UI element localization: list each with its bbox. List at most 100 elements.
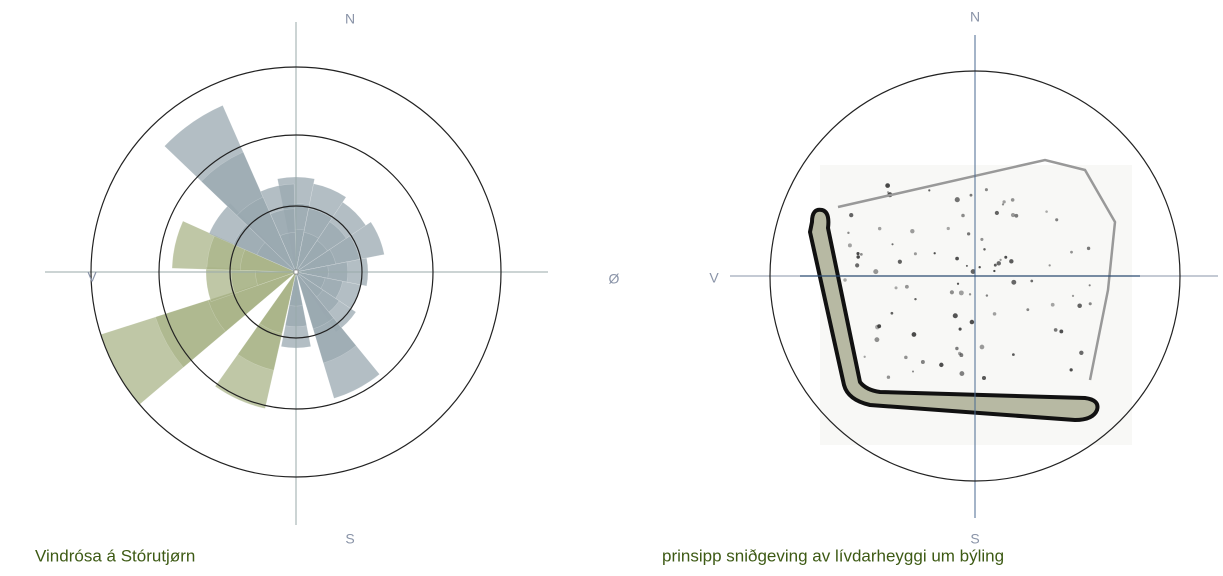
dot	[897, 259, 902, 264]
dot	[979, 344, 985, 350]
dot	[952, 313, 958, 319]
dot	[890, 311, 894, 315]
dot	[1026, 308, 1030, 312]
dot	[911, 332, 917, 337]
label-west: V	[709, 270, 719, 286]
dot	[1088, 302, 1092, 306]
dot	[904, 284, 909, 289]
dot	[859, 252, 863, 256]
dot	[965, 264, 968, 267]
dot	[996, 261, 1001, 266]
rose-frame	[45, 22, 548, 525]
dot	[1055, 218, 1059, 222]
dot	[955, 346, 959, 351]
dot	[1010, 212, 1016, 218]
dot	[920, 360, 925, 364]
dot	[1059, 329, 1064, 334]
dot	[885, 183, 890, 188]
dot	[863, 355, 866, 358]
dot	[1010, 198, 1015, 202]
dot	[992, 312, 997, 316]
dot	[847, 243, 852, 248]
rose-wedge	[236, 196, 297, 273]
dot	[958, 327, 962, 331]
dot	[1079, 350, 1084, 355]
dot	[856, 255, 860, 259]
dot	[993, 263, 997, 267]
rose-wedge	[295, 271, 326, 289]
dot	[969, 319, 975, 325]
section-sketch	[730, 35, 1218, 518]
dot	[1002, 200, 1006, 204]
dot	[913, 252, 917, 256]
label-south: S	[345, 531, 354, 547]
dot	[970, 269, 976, 274]
dot	[949, 290, 954, 295]
dot	[955, 256, 959, 261]
dot	[981, 376, 987, 381]
dot	[886, 191, 890, 194]
dot	[984, 188, 988, 192]
building-outline	[837, 158, 1117, 381]
dot	[999, 258, 1002, 262]
dot	[939, 362, 944, 368]
dot	[1053, 328, 1058, 332]
dot	[912, 370, 915, 373]
rose-wedge	[295, 240, 328, 273]
dot	[958, 290, 964, 296]
rose-wedge	[259, 271, 297, 334]
ring	[769, 70, 1181, 482]
dot	[856, 252, 860, 256]
dot	[946, 226, 950, 231]
dot	[873, 269, 879, 275]
dot	[969, 193, 973, 197]
dot	[978, 266, 981, 269]
dot	[1030, 279, 1034, 283]
dot	[956, 282, 960, 285]
dot	[1014, 213, 1019, 218]
caption: Vindrósa á Stórutjørn	[35, 546, 195, 565]
dot	[1071, 294, 1075, 297]
ring-middle	[158, 134, 434, 410]
center	[293, 269, 299, 275]
dot	[966, 232, 971, 236]
dot	[874, 337, 880, 343]
dot	[980, 237, 984, 241]
dot	[1070, 250, 1073, 254]
ring-outer	[90, 66, 502, 478]
dot	[894, 286, 898, 290]
dot	[1001, 203, 1005, 206]
dot	[968, 293, 972, 296]
label-west: V	[87, 269, 97, 285]
dot	[994, 210, 999, 216]
dot	[914, 297, 917, 301]
dot	[891, 243, 894, 246]
dot	[1045, 210, 1048, 213]
ring-inner	[229, 205, 363, 339]
dot	[1012, 353, 1015, 356]
dot	[855, 263, 860, 268]
label-east: Ø	[609, 271, 620, 287]
rose-wedge	[295, 231, 319, 273]
dot	[1050, 302, 1055, 307]
dot	[954, 197, 960, 203]
dot	[985, 294, 989, 297]
dot	[1088, 284, 1091, 287]
shelter-bank	[808, 207, 1100, 422]
dot	[1086, 246, 1091, 251]
dot	[1069, 368, 1073, 372]
dot	[959, 371, 965, 376]
dot	[993, 269, 996, 273]
dot	[959, 353, 964, 358]
rose-wedge	[295, 271, 334, 330]
dot	[1011, 279, 1017, 285]
dot	[910, 228, 915, 234]
dot	[928, 189, 931, 192]
dot	[904, 355, 908, 360]
caption: prinsipp sniðgeving av lívdarheyggi um b…	[662, 546, 1004, 565]
label-north: N	[970, 9, 980, 25]
wind-rose	[100, 105, 385, 409]
dot	[1009, 259, 1014, 264]
dot	[886, 375, 891, 379]
